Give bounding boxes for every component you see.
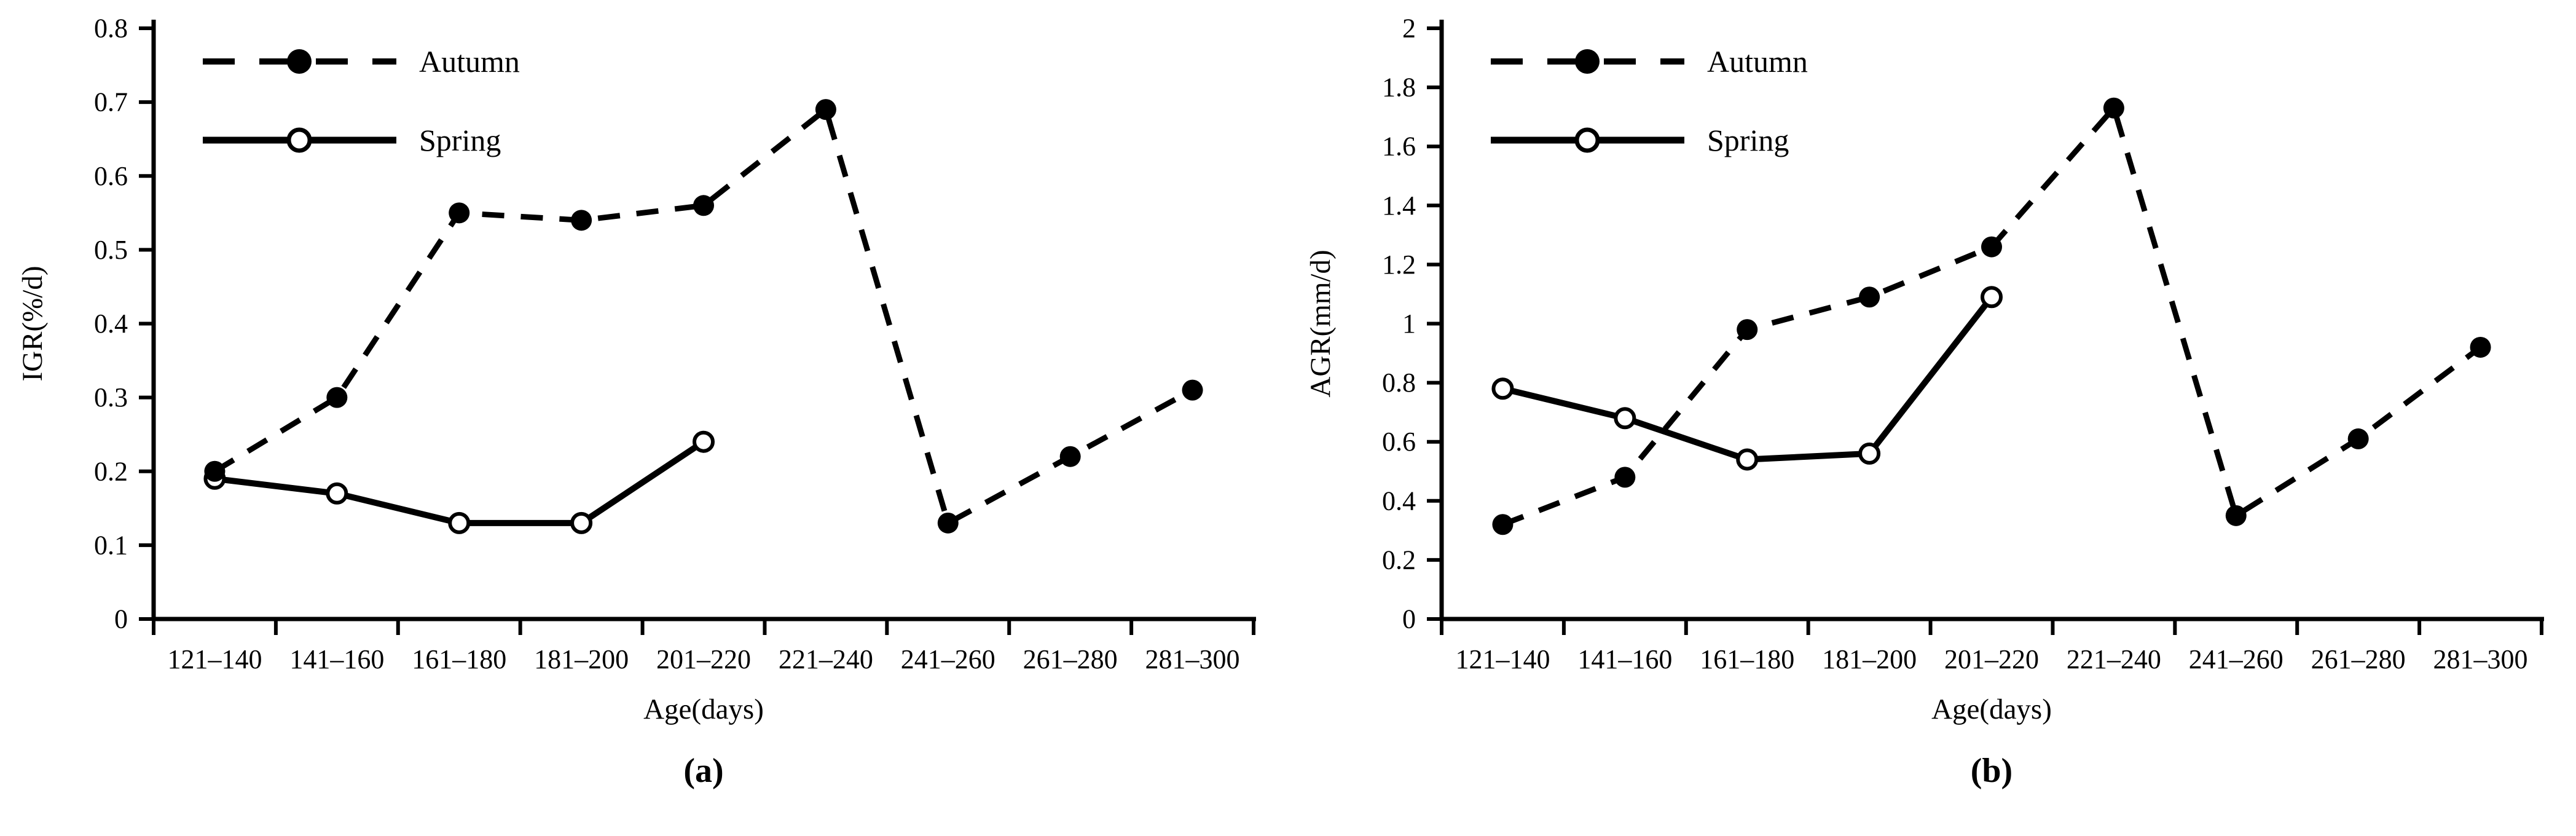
y-tick-label: 0.4: [94, 309, 128, 339]
series: [203, 99, 1203, 534]
data-point-autumn: [1059, 446, 1081, 467]
x-tick-label: 161–180: [1700, 644, 1794, 674]
data-point-autumn: [1859, 286, 1880, 308]
data-point-autumn: [2225, 505, 2247, 526]
legend-label-autumn: Autumn: [1707, 44, 1808, 79]
legend-label-spring: Spring: [419, 123, 501, 157]
x-tick-label: 241–260: [2189, 644, 2283, 674]
x-tick-label: 161–180: [412, 644, 506, 674]
legend-label-autumn: Autumn: [419, 44, 520, 79]
y-tick-label: 0: [114, 604, 128, 634]
series-line-autumn: [213, 104, 1194, 527]
x-tick-label: 141–160: [1577, 644, 1672, 674]
data-point-autumn: [571, 210, 592, 231]
x-tick-label: 201–220: [1944, 644, 2039, 674]
data-point-spring: [1858, 442, 1881, 465]
data-point-autumn: [1981, 236, 2002, 258]
data-point-autumn: [693, 195, 714, 216]
data-point-autumn: [1737, 319, 1758, 341]
y-tick-label: 1.2: [1382, 250, 1416, 280]
data-point-spring: [570, 511, 593, 534]
data-point-spring: [448, 511, 471, 534]
panel-a: 0 0.1 0.2 0.3 0.4 0.5 0.6 0.7 0.8 121–140 141–160 1…: [17, 14, 1256, 790]
y-tick-label: 0.6: [1382, 427, 1416, 457]
legend-entry-autumn: Autumn: [203, 44, 520, 79]
x-tick-label: 141–160: [289, 644, 384, 674]
data-point-spring: [1614, 407, 1636, 430]
legend-marker-autumn: [1575, 49, 1600, 74]
data-point-autumn: [2103, 97, 2124, 119]
x-tick-label: 181–200: [1822, 644, 1917, 674]
legend-entry-spring: Spring: [203, 123, 501, 157]
data-point-autumn: [937, 512, 959, 534]
y-tick-label: 2: [1402, 14, 1416, 44]
x-tick-label: 261–280: [1023, 644, 1118, 674]
data-point-autumn: [204, 460, 226, 482]
x-axis-title: Age(days): [643, 693, 764, 725]
legend: Autumn Spring: [1491, 44, 1808, 157]
y-tick-label: 0.3: [94, 382, 128, 412]
x-tick-label: 121–140: [167, 644, 262, 674]
data-point-autumn: [1614, 467, 1636, 488]
legend: Autumn Spring: [203, 44, 520, 157]
x-axis-title: Age(days): [1931, 693, 2052, 725]
x-tick-label: 261–280: [2311, 644, 2406, 674]
data-point-spring: [1491, 377, 1514, 400]
y-tick-label: 0.7: [94, 87, 128, 117]
chart-a-canvas: 0 0.1 0.2 0.3 0.4 0.5 0.6 0.7 0.8 121–140 141–160 1…: [17, 14, 1256, 725]
y-axis-title: AGR(mm/d): [1305, 250, 1337, 397]
y-axis-title: IGR(%/d): [17, 266, 49, 382]
legend-entry-spring: Spring: [1491, 123, 1789, 157]
x-tick-label: 201–220: [656, 644, 751, 674]
x-tick-label: 281–300: [1145, 644, 1240, 674]
legend-label-spring: Spring: [1707, 123, 1789, 157]
legend-marker-spring: [286, 127, 312, 153]
y-tick-label: 0: [1402, 604, 1416, 634]
data-point-autumn: [1492, 514, 1514, 535]
y-tick-label: 0.1: [94, 530, 128, 560]
y-tick-label: 0.2: [94, 456, 128, 486]
data-point-autumn: [1182, 379, 1203, 401]
x-tick-label: 221–240: [2067, 644, 2161, 674]
y-tick-label: 1.4: [1382, 191, 1416, 221]
y-tick-label: 0.6: [94, 161, 128, 191]
x-tick-label: 181–200: [534, 644, 629, 674]
panel-b: 0 0.2 0.4 0.6 0.8 1 1.2 1.4 1.6 1.8 2 121–140 141–16…: [1288, 0, 2576, 836]
series: [1491, 97, 2491, 535]
data-point-autumn: [449, 202, 470, 224]
legend-marker-spring: [1574, 127, 1600, 153]
x-tick-label: 281–300: [2433, 644, 2528, 674]
legend-marker-autumn: [287, 49, 312, 74]
data-point-autumn: [326, 387, 348, 408]
data-point-spring: [1736, 448, 1759, 471]
y-tick-label: 1.6: [1382, 132, 1416, 162]
legend-entry-autumn: Autumn: [1491, 44, 1808, 79]
data-point-autumn: [2470, 336, 2491, 358]
series-line-autumn: [1501, 102, 2483, 527]
y-tick-label: 1.8: [1382, 73, 1416, 103]
panel-a-caption: (a): [683, 752, 724, 790]
data-point-autumn: [815, 99, 836, 120]
y-tick-label: 1: [1402, 309, 1416, 339]
data-point-spring: [693, 430, 715, 453]
y-tick-label: 0.2: [1382, 545, 1416, 575]
data-point-spring: [326, 482, 348, 505]
y-tick-label: 0.8: [94, 14, 128, 44]
axes: 0 0.2 0.4 0.6 0.8 1 1.2 1.4 1.6 1.8 2 121–140 141–16…: [1382, 14, 2544, 674]
y-tick-label: 0.5: [94, 235, 128, 265]
axes: 0 0.1 0.2 0.3 0.4 0.5 0.6 0.7 0.8 121–140 141–160 1…: [94, 14, 1256, 674]
data-point-spring: [1981, 286, 2003, 309]
y-tick-label: 0.8: [1382, 368, 1416, 398]
panel-b-caption: (b): [1970, 752, 2013, 790]
series-line-spring: [214, 439, 705, 526]
y-tick-label: 0.4: [1382, 486, 1416, 516]
x-tick-label: 221–240: [779, 644, 873, 674]
chart-b-canvas: 0 0.2 0.4 0.6 0.8 1 1.2 1.4 1.6 1.8 2 121–140 141–16…: [1305, 14, 2544, 725]
x-tick-label: 121–140: [1455, 644, 1550, 674]
data-point-autumn: [2347, 428, 2369, 449]
x-tick-label: 241–260: [901, 644, 995, 674]
